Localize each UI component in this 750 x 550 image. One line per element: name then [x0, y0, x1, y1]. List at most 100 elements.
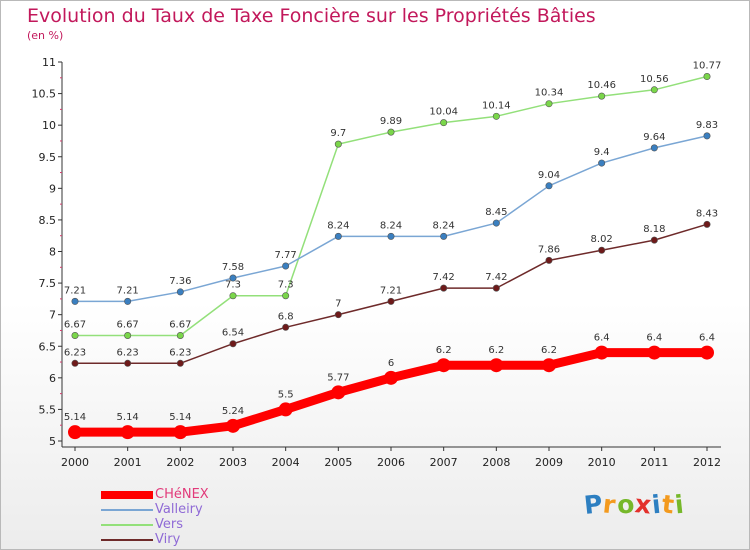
- data-point-vers: [703, 73, 711, 81]
- data-point-valleiry: [176, 288, 184, 296]
- data-label-vers: 7.3: [278, 280, 294, 291]
- data-point-vers: [229, 292, 237, 300]
- data-label-ch-nex: 5.14: [169, 412, 191, 423]
- legend-item-valleiry: Valleiry: [101, 502, 209, 517]
- data-point-valleiry: [71, 297, 79, 305]
- data-label-valleiry: 9.64: [643, 132, 665, 143]
- x-tick-label: 2008: [482, 456, 510, 469]
- data-label-valleiry: 8.24: [433, 220, 455, 231]
- data-label-valleiry: 9.83: [696, 120, 718, 131]
- y-tick-label: 7: [49, 309, 56, 322]
- data-label-valleiry: 9.4: [594, 147, 610, 158]
- legend-label: Valleiry: [155, 502, 203, 517]
- y-tick-label: 5: [49, 435, 56, 448]
- data-label-valleiry: 8.45: [485, 207, 507, 218]
- data-label-valleiry: 7.21: [64, 285, 86, 296]
- data-label-viry: 8.43: [696, 208, 718, 219]
- data-point-viry: [440, 284, 448, 292]
- data-label-vers: 6.67: [64, 320, 86, 331]
- data-point-ch-nex: [489, 358, 504, 373]
- data-point-vers: [71, 332, 79, 340]
- legend-label: Vers: [155, 517, 183, 532]
- data-label-viry: 8.18: [643, 224, 665, 235]
- data-label-ch-nex: 6.2: [541, 345, 557, 356]
- data-point-vers: [492, 112, 500, 120]
- proxiti-logo: Proxiti: [583, 489, 686, 520]
- y-tick-label: 7.5: [39, 277, 57, 290]
- y-tick-label: 8: [49, 246, 56, 259]
- data-point-ch-nex: [68, 425, 82, 440]
- data-point-vers: [282, 292, 290, 300]
- x-tick-label: 2012: [693, 456, 721, 469]
- data-label-valleiry: 7.77: [275, 250, 297, 261]
- data-label-vers: 6.67: [169, 320, 191, 331]
- data-point-ch-nex: [647, 345, 662, 360]
- x-tick-label: 2004: [272, 456, 300, 469]
- data-label-ch-nex: 5.14: [64, 412, 86, 423]
- data-point-valleiry: [440, 232, 448, 240]
- y-tick-label: 11: [42, 56, 56, 69]
- data-point-vers: [176, 332, 184, 340]
- data-point-valleiry: [124, 297, 132, 305]
- data-label-vers: 7.3: [225, 280, 241, 291]
- data-point-vers: [545, 100, 553, 108]
- data-label-viry: 6.23: [169, 347, 191, 358]
- y-tick-label: 6: [49, 372, 56, 385]
- data-label-vers: 9.89: [380, 116, 402, 127]
- y-tick-label: 10: [42, 119, 56, 132]
- data-label-vers: 10.46: [587, 80, 616, 91]
- data-label-vers: 10.56: [640, 74, 669, 85]
- data-label-valleiry: 7.36: [169, 276, 191, 287]
- data-point-valleiry: [387, 232, 395, 240]
- data-label-valleiry: 7.21: [117, 285, 139, 296]
- data-point-valleiry: [492, 219, 500, 227]
- legend-item-ch-nex: CHéNEX: [101, 487, 209, 502]
- data-label-viry: 7.86: [538, 244, 560, 255]
- data-point-valleiry: [334, 232, 342, 240]
- y-tick-label: 9: [49, 182, 56, 195]
- data-point-vers: [598, 92, 606, 100]
- x-tick-label: 2003: [219, 456, 247, 469]
- data-point-viry: [229, 340, 237, 348]
- data-point-viry: [334, 311, 342, 319]
- data-point-valleiry: [703, 132, 711, 140]
- data-label-viry: 6.8: [278, 311, 294, 322]
- data-point-ch-nex: [226, 418, 240, 433]
- data-point-ch-nex: [542, 358, 556, 373]
- data-label-viry: 7: [335, 299, 341, 310]
- data-point-ch-nex: [384, 370, 398, 385]
- data-point-vers: [124, 332, 132, 340]
- data-label-viry: 6.23: [64, 347, 86, 358]
- logo-letter: i: [673, 489, 686, 520]
- y-tick-label: 5.5: [39, 403, 57, 416]
- data-point-vers: [440, 119, 448, 127]
- y-tick-label: 6.5: [39, 340, 57, 353]
- data-label-ch-nex: 6.2: [436, 345, 452, 356]
- data-label-vers: 10.04: [429, 107, 458, 118]
- x-tick-label: 2002: [166, 456, 194, 469]
- data-label-viry: 6.54: [222, 328, 244, 339]
- data-point-valleiry: [545, 182, 553, 190]
- data-label-ch-nex: 6.4: [594, 333, 610, 344]
- legend: CHéNEX Valleiry Vers Viry: [101, 487, 209, 547]
- data-point-viry: [282, 323, 290, 331]
- data-label-vers: 10.14: [482, 100, 511, 111]
- data-point-viry: [387, 297, 395, 305]
- data-label-ch-nex: 6: [388, 358, 394, 369]
- data-point-viry: [492, 284, 500, 292]
- x-tick-label: 2009: [535, 456, 563, 469]
- data-label-valleiry: 8.24: [327, 220, 349, 231]
- data-point-valleiry: [650, 144, 658, 152]
- data-point-viry: [650, 236, 658, 244]
- data-label-vers: 9.7: [330, 128, 346, 139]
- chart-title: Evolution du Taux de Taxe Foncière sur l…: [27, 5, 596, 27]
- x-tick-label: 2010: [588, 456, 616, 469]
- data-label-ch-nex: 5.14: [117, 412, 139, 423]
- x-tick-label: 2001: [114, 456, 142, 469]
- y-tick-label: 8.5: [39, 214, 57, 227]
- data-label-ch-nex: 5.24: [222, 406, 244, 417]
- data-point-valleiry: [282, 262, 290, 270]
- legend-swatch: [101, 508, 153, 511]
- x-tick-label: 2007: [430, 456, 458, 469]
